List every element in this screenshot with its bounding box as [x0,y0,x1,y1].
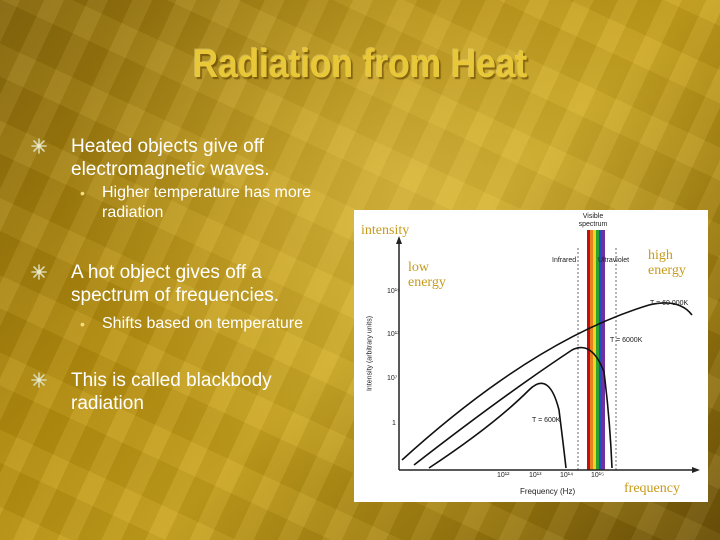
infrared-label: Infrared [552,257,577,264]
y-tick-4: 1 [392,420,396,427]
bullet-1: Heated objects give off electromagnetic … [31,135,270,181]
bullet-2-line-2: spectrum of frequencies. [71,285,280,306]
x-axis-arrow-icon [692,467,700,473]
bullet-3: This is called blackbody radiation [31,369,272,415]
dot-bullet-icon: • [80,185,85,201]
subbullet-1-line-1: Higher temperature has more [102,184,311,201]
visible-label-line-2: spectrum [578,221,608,228]
low-energy-line-2: energy [408,275,446,290]
x-axis-title: Frequency (Hz) [520,487,576,496]
curve-label-6000k: T = 6000K [610,337,643,344]
y-tick-3: 10⁷ [387,375,398,382]
visible-spectrum-label: Visible spectrum [570,213,616,229]
high-energy-label: high energy [648,248,686,278]
x-tick-2: 10¹³ [529,472,542,479]
subbullet-1: • Higher temperature has more radiation [80,183,311,223]
curve-label-600k: T = 600K [532,417,561,424]
low-energy-label: low energy [408,260,446,290]
visible-label-line-1: Visible [582,213,604,220]
high-energy-line-1: high [648,248,673,263]
x-tick-1: 10¹² [497,472,510,479]
bullet-2-line-1: A hot object gives off a [71,262,262,283]
bullet-1-line-2: electromagnetic waves. [71,159,270,180]
subbullet-2: • Shifts based on temperature [80,314,304,334]
frequency-label: frequency [624,481,680,496]
snowflake-bullet-icon [31,264,47,280]
y-tick-2: 10¹³ [387,331,400,338]
high-energy-line-2: energy [648,263,686,278]
snowflake-bullet-icon [31,372,47,388]
low-energy-line-1: low [408,260,429,275]
y-axis-arrow-icon [396,236,402,244]
x-tick-4: 10¹⁵ [591,472,605,479]
ultraviolet-label: Ultraviolet [598,257,630,264]
subbullet-1-line-2: radiation [102,204,164,221]
curve-t-60000k [401,302,693,461]
y-tick-1: 10¹⁹ [387,288,401,295]
curve-t-600k [428,382,567,469]
blackbody-plot [396,230,700,473]
curve-label-60000k: T = 60 000K [650,300,689,307]
bullet-3-line-1: This is called blackbody [71,370,272,391]
bullet-2: A hot object gives off a spectrum of fre… [31,261,280,307]
subbullet-2-line-1: Shifts based on temperature [102,315,304,332]
bullet-1-line-1: Heated objects give off [71,136,264,157]
blackbody-figure: Visible spectrum Infrared Ultraviolet In… [354,210,708,502]
slide-title: Radiation from Heat [192,42,528,86]
bullet-3-line-2: radiation [71,393,144,414]
intensity-label: intensity [361,223,410,238]
curve-t-6000k [413,346,613,469]
x-tick-3: 10¹⁴ [560,472,574,479]
snowflake-bullet-icon [31,138,47,154]
dot-bullet-icon: • [80,316,85,332]
y-axis-title: Intensity (arbitrary units) [366,315,374,392]
